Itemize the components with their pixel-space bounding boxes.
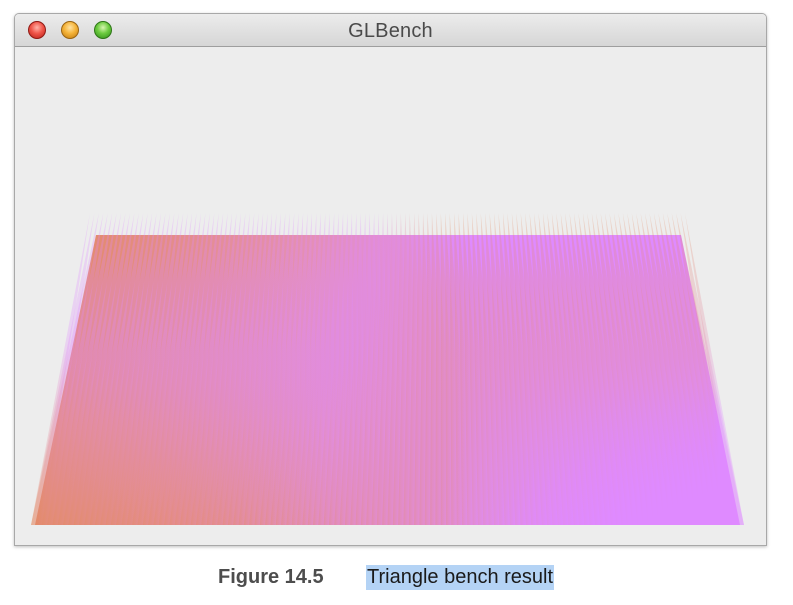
triangle bbox=[132, 213, 184, 525]
minimize-button[interactable] bbox=[61, 21, 79, 39]
triangle bbox=[206, 213, 246, 525]
triangle bbox=[68, 213, 130, 525]
triangle bbox=[179, 213, 224, 525]
triangle bbox=[31, 213, 99, 525]
triangle bbox=[31, 213, 90, 525]
triangle bbox=[89, 213, 148, 525]
close-button[interactable] bbox=[28, 21, 46, 39]
triangle bbox=[148, 213, 197, 525]
triangle bbox=[31, 213, 95, 525]
triangle bbox=[174, 213, 219, 525]
triangle bbox=[217, 213, 255, 525]
triangle bbox=[73, 213, 135, 525]
triangle bbox=[126, 213, 179, 525]
triangle bbox=[169, 213, 215, 525]
triangle bbox=[62, 213, 126, 525]
triangle bbox=[190, 213, 233, 525]
triangle bbox=[158, 213, 206, 525]
triangle bbox=[243, 213, 277, 525]
figure-text: Triangle bench result bbox=[366, 565, 555, 590]
triangle bbox=[41, 213, 108, 525]
zoom-button[interactable] bbox=[94, 21, 112, 39]
triangle bbox=[211, 213, 250, 525]
triangle bbox=[94, 213, 153, 525]
window-title: GLBench bbox=[348, 20, 433, 42]
figure-caption: Figure 14.5 Triangle bench result bbox=[0, 565, 793, 591]
glbench-window: GLBench bbox=[14, 13, 767, 546]
triangle bbox=[164, 213, 210, 525]
triangle-render bbox=[31, 213, 744, 525]
render-canvas bbox=[15, 47, 766, 545]
triangle bbox=[185, 213, 228, 525]
triangle bbox=[137, 213, 188, 525]
triangle bbox=[201, 213, 241, 525]
triangle bbox=[238, 213, 273, 525]
triangle bbox=[110, 213, 166, 525]
triangle bbox=[153, 213, 202, 525]
triangle bbox=[46, 213, 113, 525]
triangle bbox=[78, 213, 139, 525]
figure-label: Figure 14.5 bbox=[218, 566, 324, 588]
triangle bbox=[116, 213, 170, 525]
title-bar[interactable]: GLBench bbox=[15, 14, 766, 47]
triangle bbox=[84, 213, 144, 525]
triangle bbox=[685, 213, 744, 525]
triangle bbox=[36, 213, 104, 525]
triangle-group bbox=[31, 213, 744, 525]
triangle bbox=[52, 213, 117, 525]
triangle bbox=[195, 213, 237, 525]
